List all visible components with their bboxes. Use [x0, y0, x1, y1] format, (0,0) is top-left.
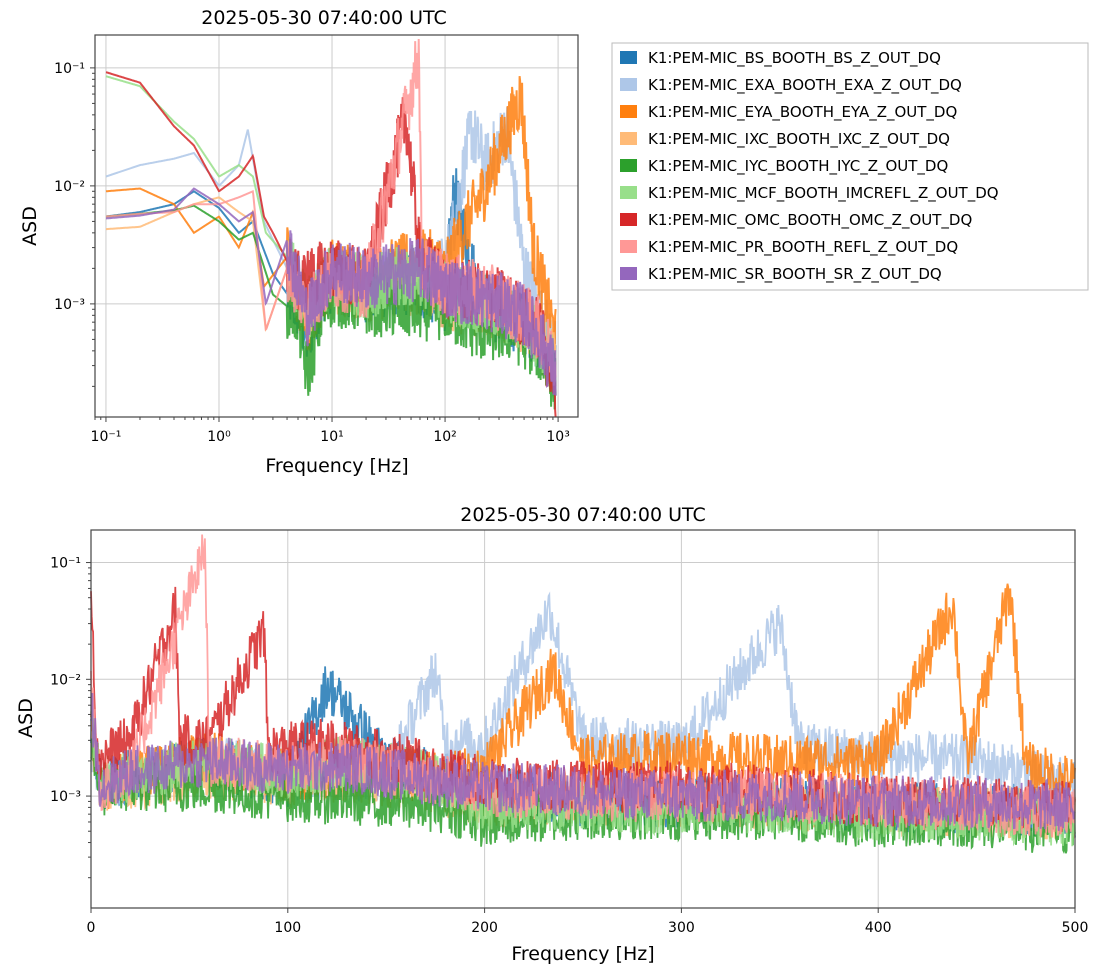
bottom-x-tick-label: 0	[87, 920, 96, 936]
legend-label-5: K1:PEM-MIC_IYC_BOOTH_IYC_Z_OUT_DQ	[648, 157, 948, 176]
bottom-y-tick-label: 10⁻¹	[50, 556, 81, 572]
log-log-asd-plot: 2025-05-30 07:40:00 UTC 10⁻¹ 10⁰ 10¹ 10² 10³…	[19, 7, 579, 477]
legend-label-3: K1:PEM-MIC_EYA_BOOTH_EYA_Z_OUT_DQ	[648, 103, 957, 122]
legend-label-9: K1:PEM-MIC_SR_BOOTH_SR_Z_OUT_DQ	[648, 265, 942, 284]
legend-swatch-3	[620, 105, 637, 118]
bottom-y-tick-label: 10⁻²	[50, 672, 81, 688]
legend-label-8: K1:PEM-MIC_PR_BOOTH_REFL_Z_OUT_DQ	[648, 238, 958, 257]
legend-swatch-2	[620, 78, 637, 91]
legend-swatch-5	[620, 159, 637, 172]
top-x-tick-label: 10⁻¹	[91, 429, 122, 445]
bottom-x-tick-label: 500	[1062, 920, 1089, 936]
top-series-line-9	[106, 187, 557, 396]
top-x-tick-label: 10⁰	[207, 429, 231, 445]
legend-label-1: K1:PEM-MIC_BS_BOOTH_BS_Z_OUT_DQ	[648, 49, 941, 68]
top-y-tick-label: 10⁻¹	[54, 61, 85, 77]
top-plot-frame	[94, 34, 579, 418]
linear-log-asd-plot: 2025-05-30 07:40:00 UTC 0 100 200 300 400 500…	[15, 504, 1088, 965]
bottom-plot-title: 2025-05-30 07:40:00 UTC	[460, 504, 706, 526]
legend-box	[611, 42, 1089, 291]
bottom-plot-frame	[90, 529, 1076, 909]
legend-swatch-4	[620, 132, 637, 145]
bottom-x-tick-label: 400	[865, 920, 892, 936]
bottom-series-line-9	[90, 692, 1076, 831]
top-x-tick-label: 10²	[433, 429, 456, 445]
legend-label-6: K1:PEM-MIC_MCF_BOOTH_IMCREFL_Z_OUT_DQ	[648, 184, 999, 203]
bottom-x-tick-label: 200	[471, 920, 498, 936]
legend-swatch-8	[620, 240, 637, 253]
legend-label-4: K1:PEM-MIC_IXC_BOOTH_IXC_Z_OUT_DQ	[648, 130, 950, 149]
bottom-y-axis-label: ASD	[15, 698, 37, 738]
legend-swatch-6	[620, 186, 637, 199]
bottom-x-axis-label: Frequency [Hz]	[511, 943, 654, 965]
legend-swatch-7	[620, 213, 637, 226]
top-plot-title: 2025-05-30 07:40:00 UTC	[201, 7, 447, 29]
top-x-tick-label: 10³	[546, 429, 569, 445]
bottom-y-tick-label: 10⁻³	[50, 789, 81, 805]
top-x-tick-label: 10¹	[320, 429, 343, 445]
bottom-x-tick-label: 100	[274, 920, 301, 936]
legend-swatch-9	[620, 267, 637, 280]
legend: K1:PEM-MIC_BS_BOOTH_BS_Z_OUT_DQ K1:PEM-MI…	[611, 42, 1089, 291]
legend-label-2: K1:PEM-MIC_EXA_BOOTH_EXA_Z_OUT_DQ	[648, 76, 962, 95]
top-y-axis-label: ASD	[19, 206, 41, 246]
top-y-tick-label: 10⁻²	[54, 179, 85, 195]
bottom-x-tick-label: 300	[668, 920, 695, 936]
legend-swatch-1	[620, 51, 637, 64]
top-series-line-7	[105, 71, 557, 418]
top-x-axis-label: Frequency [Hz]	[265, 455, 408, 477]
top-y-tick-label: 10⁻³	[54, 297, 85, 313]
legend-label-7: K1:PEM-MIC_OMC_BOOTH_OMC_Z_OUT_DQ	[648, 211, 972, 230]
